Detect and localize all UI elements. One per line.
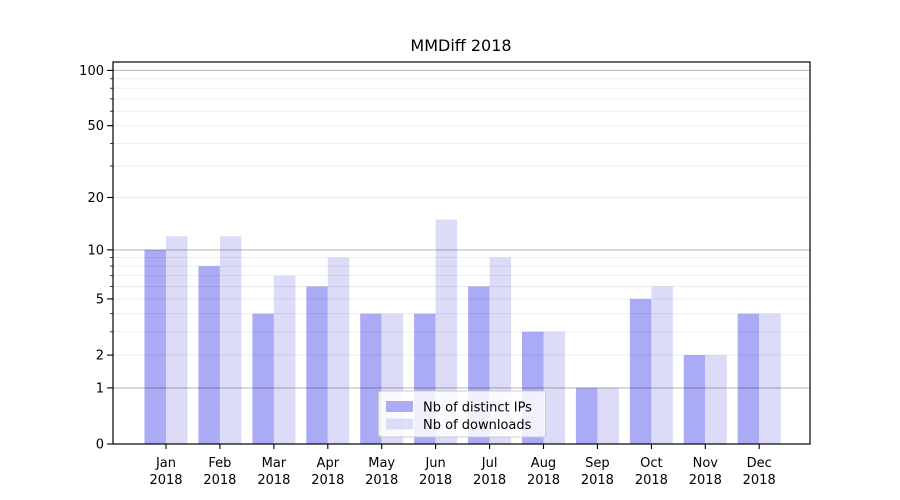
x-tick-label-month-apr: Apr (317, 456, 340, 471)
x-tick-label-month-jul: Jul (481, 456, 498, 471)
bar-series0-mar (252, 313, 274, 444)
y-tick-label-20: 20 (87, 191, 104, 206)
y-tick-label-2: 2 (96, 349, 104, 364)
x-tick-label-year-nov: 2018 (689, 473, 722, 488)
x-tick-label-month-mar: Mar (262, 456, 287, 471)
x-tick-label-year-may: 2018 (365, 473, 398, 488)
bar-series0-dec (737, 313, 760, 444)
x-tick-label-month-sep: Sep (585, 456, 610, 471)
y-tick-label-100: 100 (79, 64, 104, 79)
x-tick-label-month-jun: Jun (424, 456, 445, 471)
bar-series0-may (360, 313, 382, 444)
x-tick-label-year-jun: 2018 (419, 473, 452, 488)
bar-series0-sep (575, 387, 598, 444)
axes-group (107, 61, 811, 449)
bar-series1-mar (273, 275, 296, 444)
x-tick-label-year-sep: 2018 (581, 473, 614, 488)
bar-series0-jan (144, 249, 166, 444)
legend-swatch-downloads (386, 418, 413, 430)
x-tick-label-year-dec: 2018 (743, 473, 776, 488)
x-tick-label-month-jan: Jan (155, 456, 176, 471)
y-tick-label-5: 5 (96, 292, 104, 307)
bar-series1-dec (759, 313, 781, 444)
y-tick-label-10: 10 (87, 243, 104, 258)
bar-series1-jan (166, 236, 188, 444)
legend-box (378, 390, 546, 438)
bar-series0-apr (306, 286, 328, 444)
y-tick-label-50: 50 (87, 119, 104, 134)
x-tick-label-month-oct: Oct (640, 456, 662, 471)
x-tick-label-month-feb: Feb (208, 456, 231, 471)
bar-series1-oct (651, 286, 673, 444)
plot-border (112, 61, 811, 445)
x-tick-label-year-oct: 2018 (635, 473, 668, 488)
x-tick-label-year-aug: 2018 (527, 473, 560, 488)
bar-series1-sep (597, 387, 619, 444)
x-tick-label-year-jan: 2018 (149, 473, 182, 488)
x-tick-label-month-nov: Nov (693, 456, 719, 471)
gridlines-group (113, 69, 810, 389)
x-tick-label-month-aug: Aug (531, 456, 556, 471)
bar-series1-apr (327, 257, 350, 444)
x-tick-label-year-mar: 2018 (257, 473, 290, 488)
x-tick-label-month-dec: Dec (747, 456, 772, 471)
x-tick-label-year-apr: 2018 (311, 473, 344, 488)
legend-swatch-distinct-ips (386, 401, 413, 412)
bar-series1-aug (543, 331, 565, 444)
x-tick-label-month-may: May (368, 456, 395, 471)
x-tick-label-year-feb: 2018 (203, 473, 236, 488)
chart-title: MMDiff 2018 (410, 36, 511, 55)
bar-series1-jun (435, 219, 458, 444)
y-tick-label-1: 1 (96, 381, 104, 396)
legend-label-distinct-ips: Nb of distinct IPs (423, 401, 532, 416)
legend-label-downloads: Nb of downloads (423, 418, 532, 433)
legend: Nb of distinct IPs Nb of downloads (378, 390, 546, 438)
bar-series0-oct (629, 298, 652, 444)
x-tick-label-year-jul: 2018 (473, 473, 506, 488)
bar-series1-nov (705, 355, 727, 444)
bar-series0-feb (198, 266, 220, 444)
tick-labels-group: 1005020105210Jan2018Feb2018Mar2018Apr201… (79, 64, 776, 488)
bar-series0-nov (683, 355, 706, 444)
bar-series1-feb (219, 236, 242, 444)
y-tick-label-0: 0 (96, 438, 104, 453)
